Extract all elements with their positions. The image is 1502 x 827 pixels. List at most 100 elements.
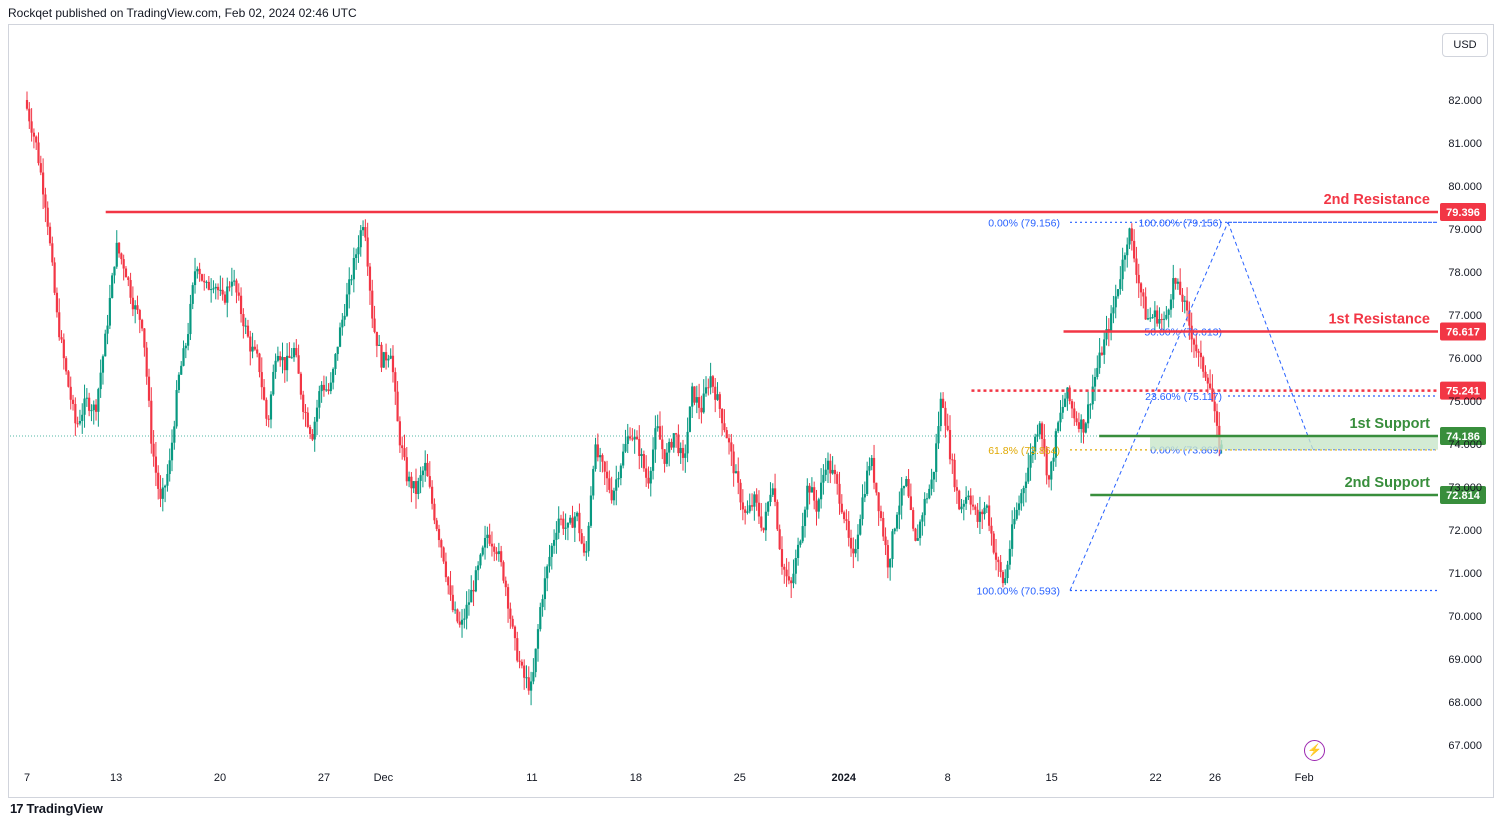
candle-body: [656, 426, 659, 429]
tradingview-logo[interactable]: 17 TradingView: [10, 801, 103, 816]
candle-body: [529, 681, 533, 691]
candle-body: [129, 280, 132, 298]
fib-retracement: 0.00% (79.156) 61.8% (73.864) 100.00% (70.…: [977, 217, 1438, 598]
candle-body: [145, 347, 148, 377]
fib-trend-left: [1069, 222, 1229, 591]
candle-body: [654, 428, 657, 450]
candle-body: [1047, 475, 1051, 480]
candle-body: [801, 526, 804, 542]
candle-body: [216, 286, 220, 291]
candle-body: [1116, 289, 1120, 297]
candle-body: [311, 433, 314, 440]
chart-frame[interactable]: [8, 24, 1494, 798]
y-tick-label: 71.000: [1448, 568, 1482, 580]
candle-body: [1001, 571, 1005, 584]
candle-body: [785, 569, 788, 577]
candle-body: [382, 352, 385, 368]
candle-body: [523, 665, 526, 678]
candle-body: [826, 460, 830, 470]
candle-body: [1105, 329, 1108, 340]
x-tick-label: 27: [318, 772, 330, 784]
candle-body: [463, 618, 466, 620]
x-tick-label: 2024: [832, 772, 857, 784]
candle-body: [668, 441, 671, 453]
candle-body: [564, 527, 567, 529]
candle-body: [1142, 292, 1145, 297]
y-tick-label: 79.000: [1448, 224, 1482, 236]
candle-body: [1195, 344, 1198, 352]
candle-body: [587, 525, 590, 552]
candle-body: [1188, 310, 1191, 326]
candle-body: [223, 294, 227, 303]
candle-body: [553, 539, 556, 546]
candle-body: [619, 465, 622, 479]
candle-body: [375, 331, 378, 346]
candle-body: [866, 470, 869, 495]
candle-body: [976, 509, 979, 522]
currency-button[interactable]: USD: [1442, 33, 1488, 57]
candle-body: [364, 227, 367, 238]
candle-body: [306, 412, 309, 428]
candle-body: [219, 289, 222, 291]
candle-body: [1119, 279, 1122, 290]
candle-body: [649, 470, 652, 484]
candle-body: [893, 528, 896, 532]
candle-body: [1059, 412, 1062, 423]
candle-body: [1008, 548, 1011, 565]
candle-body: [571, 517, 574, 528]
candle-body: [173, 426, 176, 443]
candle-body: [704, 387, 708, 394]
candle-body: [106, 325, 109, 334]
candle-body: [458, 621, 461, 625]
candle-body: [1202, 357, 1205, 372]
candle-body: [117, 242, 121, 254]
price-badge: [1440, 485, 1486, 504]
candle-body: [815, 500, 818, 512]
candle-body: [302, 394, 305, 412]
candle-body: [1160, 319, 1163, 321]
candle-body: [937, 426, 940, 444]
candle-body: [1149, 317, 1152, 319]
candle-body: [773, 488, 777, 502]
candle-body: [997, 559, 1000, 563]
candle-body: [555, 532, 558, 540]
candle-body: [207, 281, 210, 290]
candle-body: [288, 355, 291, 358]
candle-body: [700, 407, 703, 413]
bolt-icon[interactable]: ⚡: [1304, 740, 1325, 761]
candle-body: [532, 672, 535, 682]
candle-body: [592, 468, 595, 496]
candle-body: [88, 397, 91, 411]
publisher-line: Rockqet published on TradingView.com, Fe…: [8, 6, 357, 20]
candle-body: [187, 334, 190, 346]
candle-body: [467, 602, 471, 605]
candle-body: [472, 589, 475, 592]
candle-body: [778, 529, 781, 550]
candle-body: [371, 290, 374, 319]
candle-body: [168, 460, 171, 475]
candle-body: [727, 438, 731, 443]
candle-body: [633, 436, 636, 440]
candle-body: [90, 410, 93, 412]
candle-body: [283, 357, 286, 371]
candle-body: [776, 501, 779, 530]
candle-body: [359, 230, 362, 248]
candle-body: [152, 443, 155, 457]
candle-body: [799, 541, 802, 545]
candle-body: [437, 528, 441, 541]
candle-body: [760, 516, 763, 528]
candle-body: [1034, 436, 1037, 452]
candle-body: [78, 420, 82, 424]
candle-body: [39, 163, 42, 173]
candle-body: [546, 566, 549, 579]
candle-body: [1162, 318, 1166, 320]
candle-body: [912, 510, 915, 529]
candle-body: [783, 566, 786, 570]
candle-body: [451, 594, 454, 611]
candle-body: [410, 476, 413, 489]
candle-body: [396, 391, 399, 422]
candle-body: [506, 587, 510, 609]
candle-body: [836, 474, 839, 484]
y-tick-label: 68.000: [1448, 697, 1482, 709]
